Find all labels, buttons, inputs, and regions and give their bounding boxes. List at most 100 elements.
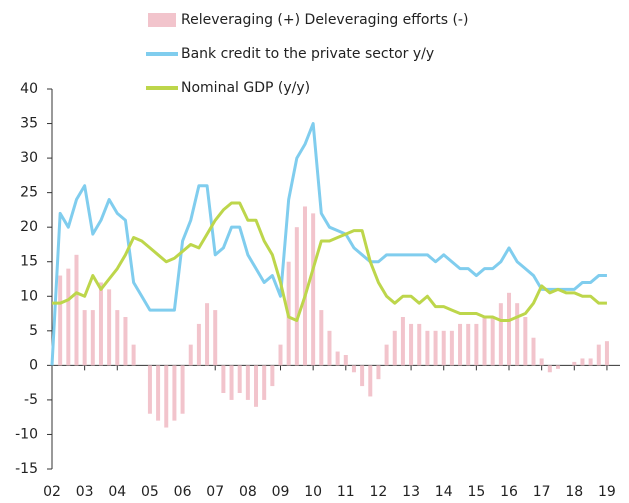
bar [205,303,210,366]
bar [254,365,259,407]
bar [392,330,397,366]
bar [221,365,226,393]
y-tick-label: 15 [20,254,38,270]
x-tick-label: 05 [141,484,159,500]
bar [498,303,503,366]
x-tick-label: 12 [370,484,388,500]
line [52,201,607,322]
bar [409,323,414,366]
bar [188,344,193,366]
y-tick-label: 0 [29,357,38,373]
bar [270,365,275,387]
bar [425,330,430,366]
bar [580,358,585,366]
bar [523,317,528,366]
bar [555,365,560,369]
bar [245,365,250,400]
x-tick-label: 07 [206,484,224,500]
y-tick-label: 30 [20,150,38,166]
bar [539,358,544,366]
bar [98,282,103,366]
legend-label: Nominal GDP (y/y) [181,80,310,96]
bar [368,365,373,397]
bar [400,317,405,366]
x-tick-label: 03 [76,484,94,500]
bar [213,310,218,366]
bar [588,358,593,366]
bar [351,365,356,373]
bar [433,330,438,366]
x-tick-label: 18 [565,484,583,500]
bar [164,365,169,428]
legend-swatch [148,13,176,27]
bar [384,344,389,366]
x-tick-label: 06 [174,484,192,500]
bar [531,337,536,366]
y-tick-label: -15 [15,461,38,477]
bar [66,268,71,366]
bar [327,330,332,366]
bar [417,323,422,366]
y-tick-label: 25 [20,185,38,201]
legend-label: Bank credit to the private sector y/y [181,46,434,62]
x-tick-label: 14 [435,484,453,500]
bar [90,310,95,366]
bar [107,289,112,366]
y-tick-label: 20 [20,219,38,235]
bar [441,330,446,366]
line [50,122,607,366]
x-tick-label: 19 [598,484,616,500]
bar [82,310,87,366]
bar [294,227,299,366]
x-tick-label: 04 [108,484,126,500]
bar [343,355,348,366]
x-tick-label: 08 [239,484,257,500]
bar [131,344,136,366]
bar [319,310,324,366]
bar [196,323,201,366]
x-tick-label: 02 [43,484,61,500]
bar [604,341,609,366]
legend-label: Releveraging (+) Deleveraging efforts (-… [181,12,468,28]
bar [229,365,234,400]
y-tick-label: -10 [15,426,38,442]
bar [147,365,152,414]
bar [596,344,601,366]
y-tick-label: 10 [20,288,38,304]
bar [262,365,267,400]
bar [115,310,120,366]
y-tick-label: -5 [24,392,38,408]
bar [376,365,381,380]
bar [74,254,79,366]
bar [490,317,495,366]
bar [172,365,177,421]
bar [449,330,454,366]
y-tick-label: 5 [29,323,38,339]
bar [515,303,520,366]
x-tick-label: 13 [402,484,420,500]
x-tick-label: 09 [272,484,290,500]
x-tick-label: 15 [467,484,485,500]
x-tick-label: 11 [337,484,355,500]
x-tick-label: 17 [533,484,551,500]
y-tick-label: 40 [20,81,38,97]
bar [335,351,340,366]
bar [458,323,463,366]
bar [123,317,128,366]
bar [482,317,487,366]
bar [507,292,512,366]
bar [572,361,577,366]
bar [180,365,185,414]
x-tick-label: 16 [500,484,518,500]
bar [311,213,316,366]
bar [278,344,283,366]
bar [474,323,479,366]
x-tick-label: 10 [304,484,322,500]
y-tick-label: 35 [20,116,38,132]
bar [302,206,307,366]
bar [156,365,161,421]
bar [237,365,242,393]
bar [466,323,471,366]
bar [58,275,63,366]
